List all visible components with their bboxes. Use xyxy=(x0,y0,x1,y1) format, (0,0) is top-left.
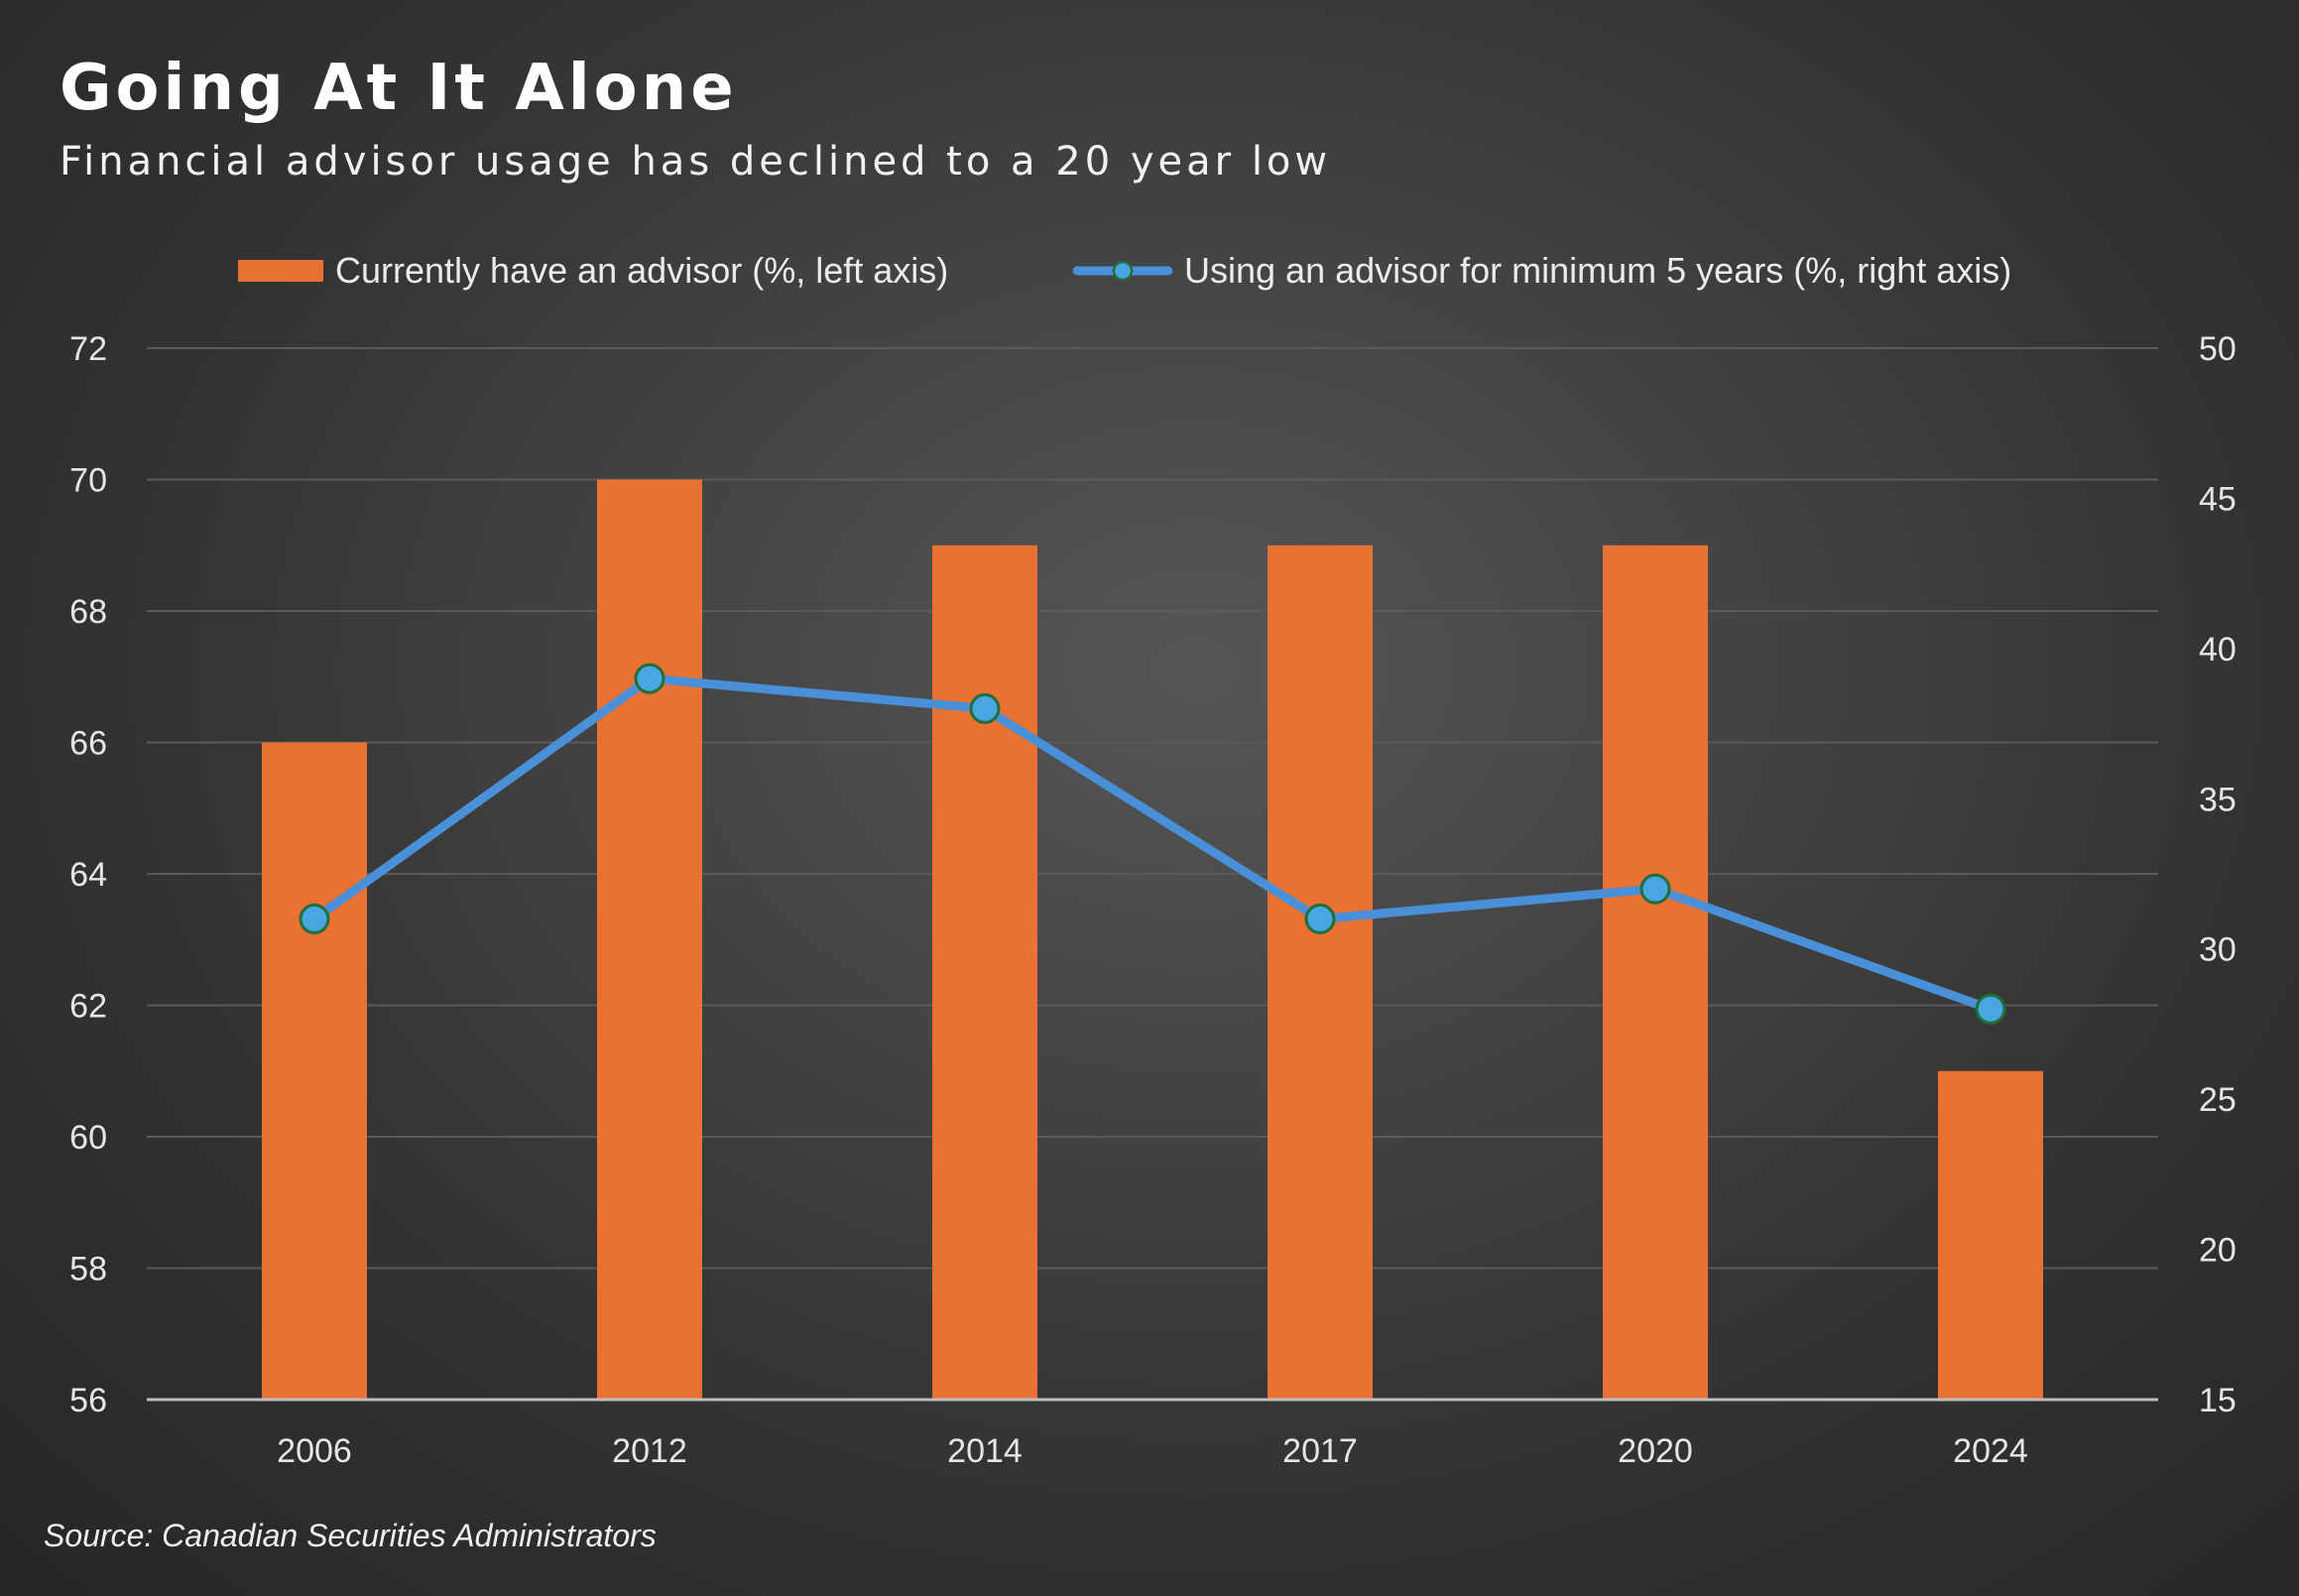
legend-label-bar-series: Currently have an advisor (%, left axis) xyxy=(335,250,949,291)
x-axis-tick-label: 2014 xyxy=(947,1432,1023,1470)
line-series xyxy=(299,663,2006,1025)
left-axis-tick-label: 68 xyxy=(69,593,107,631)
left-axis-tick-label: 58 xyxy=(69,1251,107,1289)
legend-item-bar-series: Currently have an advisor (%, left axis) xyxy=(238,246,948,296)
source-note: Source: Canadian Securities Administrato… xyxy=(44,1518,657,1553)
right-axis-tick-label: 35 xyxy=(2199,781,2237,818)
gridlines xyxy=(147,347,2158,1270)
x-axis-tick-label: 2024 xyxy=(1953,1432,2028,1470)
legend-label-line-series: Using an advisor for minimum 5 years (%,… xyxy=(1184,250,2012,291)
left-axis: 56 58 60 62 64 66 68 70 72 xyxy=(69,330,107,1419)
chart-legend: Currently have an advisor (%, left axis)… xyxy=(0,246,2299,296)
legend-bar-swatch xyxy=(238,260,323,282)
x-axis: 2006 2012 2014 2017 2020 2024 xyxy=(147,1398,2158,1470)
bar xyxy=(1268,545,1373,1400)
x-axis-tick-label: 2017 xyxy=(1282,1432,1358,1470)
right-axis-tick-label: 15 xyxy=(2199,1382,2237,1419)
legend-item-line-series: Using an advisor for minimum 5 years (%,… xyxy=(1073,246,2011,296)
right-axis-tick-label: 25 xyxy=(2199,1081,2237,1119)
line-point xyxy=(299,903,330,934)
chart-subtitle: Financial advisor usage has declined to … xyxy=(60,139,1332,184)
right-axis: 15 20 25 30 35 40 45 50 xyxy=(2199,330,2237,1419)
left-axis-tick-label: 56 xyxy=(69,1382,107,1419)
chart-title: Going At It Alone xyxy=(60,52,738,125)
bar xyxy=(1603,545,1708,1400)
bar xyxy=(597,479,702,1400)
left-axis-tick-label: 60 xyxy=(69,1119,107,1157)
x-axis-tick-label: 2006 xyxy=(277,1432,352,1470)
line-point xyxy=(969,692,1001,724)
left-axis-tick-label: 66 xyxy=(69,725,107,763)
right-axis-tick-label: 45 xyxy=(2199,480,2237,518)
left-axis-tick-label: 70 xyxy=(69,462,107,500)
right-axis-tick-label: 50 xyxy=(2199,330,2237,368)
line-point xyxy=(634,663,666,694)
line-point xyxy=(1304,903,1336,934)
bar-series xyxy=(262,479,2043,1400)
x-axis-tick-label: 2012 xyxy=(612,1432,687,1470)
line-point xyxy=(1975,993,2006,1025)
line-point xyxy=(1639,873,1671,905)
right-axis-tick-label: 20 xyxy=(2199,1232,2237,1270)
left-axis-tick-label: 62 xyxy=(69,988,107,1026)
bar xyxy=(1938,1070,2043,1400)
bar xyxy=(262,742,367,1400)
right-axis-tick-label: 40 xyxy=(2199,631,2237,669)
bar xyxy=(932,545,1037,1400)
x-axis-tick-label: 2020 xyxy=(1618,1432,1693,1470)
series-line xyxy=(309,674,1996,1014)
legend-line-swatch xyxy=(1073,260,1172,282)
left-axis-tick-label: 72 xyxy=(69,330,107,368)
right-axis-tick-label: 30 xyxy=(2199,931,2237,969)
left-axis-tick-label: 64 xyxy=(69,856,107,894)
